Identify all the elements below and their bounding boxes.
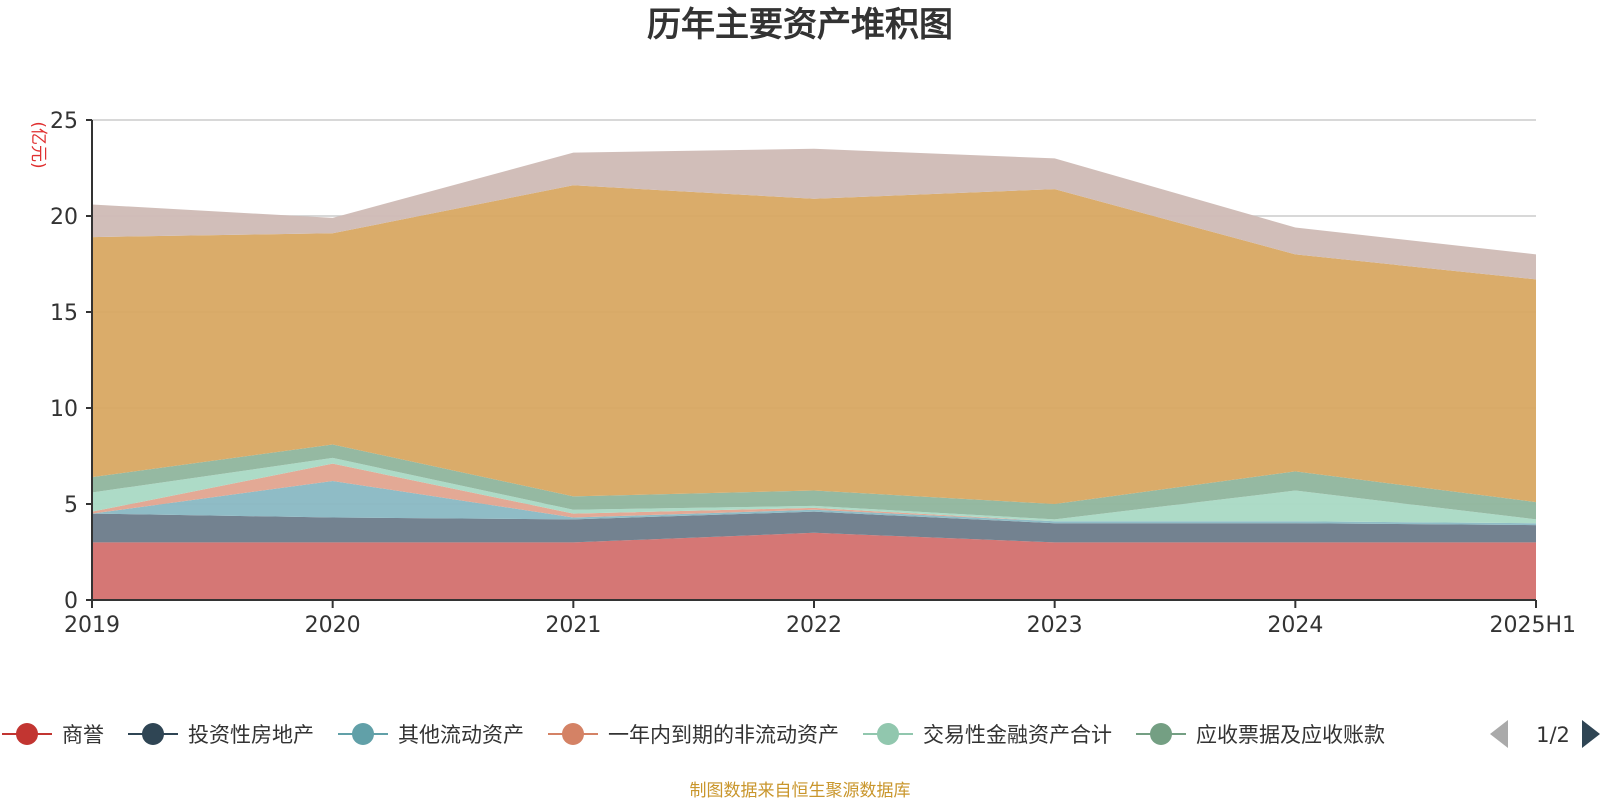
area-其他 (92, 148, 1536, 280)
legend-item[interactable]: 应收票据及应收账款 (1136, 723, 1385, 747)
legend-marker (1150, 723, 1172, 745)
legend-item[interactable]: 一年内到期的非流动资产 (548, 723, 839, 747)
x-tick-label: 2025H1 (1489, 613, 1576, 638)
legend-marker (562, 723, 584, 745)
area-其他流动资产 (92, 480, 1536, 526)
y-tick-label: 0 (64, 589, 78, 614)
area-交易性金融资产合计 (92, 457, 1536, 524)
x-tick-label: 2019 (64, 613, 120, 638)
legend-marker (877, 723, 899, 745)
y-tick-label: 5 (64, 493, 78, 518)
y-tick-label: 20 (50, 205, 78, 230)
axes: 0 5 10 15 20 25 2019 2020 2021 2022 2023 2024 2025H1 (50, 109, 1576, 638)
area-投资性房地产 (92, 511, 1536, 543)
area-series-layer (92, 148, 1536, 600)
legend-marker (142, 723, 164, 745)
legend[interactable]: 商誉 投资性房地产 其他流动资产 一年内到期的非流动资产 交易性金融资产合计 应收票据及应… (2, 720, 1600, 748)
legend-label: 一年内到期的非流动资产 (608, 723, 839, 747)
area-商誉 (92, 532, 1536, 600)
legend-label: 商誉 (62, 723, 104, 747)
legend-next-page-icon[interactable] (1582, 720, 1600, 748)
y-axis-unit-label: (亿元) (28, 121, 48, 168)
legend-item[interactable]: 其他流动资产 (338, 723, 524, 747)
legend-marker (352, 723, 374, 745)
legend-item[interactable]: 商誉 (2, 723, 104, 747)
x-tick-label: 2022 (786, 613, 842, 638)
area-存货 (92, 185, 1536, 504)
x-tick-label: 2024 (1267, 613, 1323, 638)
chart-title: 历年主要资产堆积图 (647, 5, 953, 45)
y-tick-label: 10 (50, 397, 78, 422)
area-应收票据及应收账款 (92, 444, 1536, 520)
legend-items: 商誉 投资性房地产 其他流动资产 一年内到期的非流动资产 交易性金融资产合计 应收票据及应… (2, 723, 1385, 747)
legend-page-indicator: 1/2 (1536, 723, 1570, 747)
y-tick-label: 25 (50, 109, 78, 134)
x-tick-label: 2020 (305, 613, 361, 638)
legend-item[interactable]: 投资性房地产 (128, 723, 314, 747)
legend-label: 其他流动资产 (398, 723, 524, 747)
y-tick-label: 15 (50, 301, 78, 326)
x-tick-label: 2021 (545, 613, 601, 638)
data-source-note: 制图数据来自恒生聚源数据库 (690, 781, 911, 800)
legend-label: 交易性金融资产合计 (923, 723, 1112, 747)
legend-prev-page-icon[interactable] (1490, 720, 1508, 748)
legend-item[interactable]: 交易性金融资产合计 (863, 723, 1112, 747)
legend-label: 投资性房地产 (188, 723, 314, 747)
legend-marker (16, 723, 38, 745)
legend-label: 应收票据及应收账款 (1196, 723, 1385, 747)
x-tick-label: 2023 (1027, 613, 1083, 638)
